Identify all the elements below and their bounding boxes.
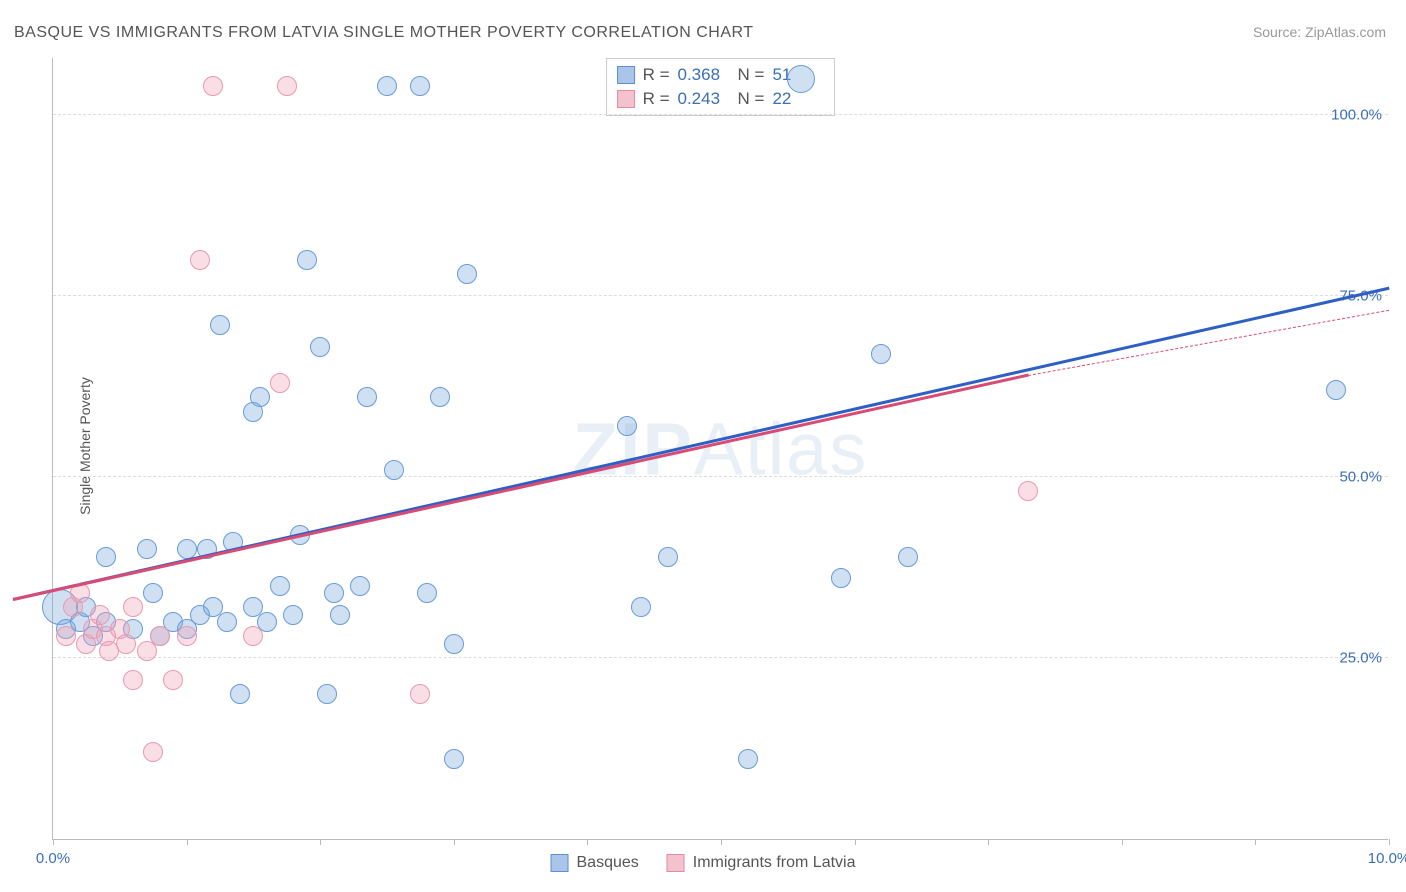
data-point [410,684,430,704]
data-point [210,315,230,335]
data-point [444,749,464,769]
data-point [871,344,891,364]
data-point [430,387,450,407]
data-point [617,416,637,436]
data-point [143,583,163,603]
data-point [631,597,651,617]
legend-swatch [617,66,635,84]
data-point [350,576,370,596]
trend-line [13,373,1029,600]
x-tick [721,839,722,845]
legend-swatch [617,90,635,108]
data-point [831,568,851,588]
data-point [250,387,270,407]
data-point [96,547,116,567]
data-point [116,634,136,654]
data-point [230,684,250,704]
data-point [898,547,918,567]
x-tick [1255,839,1256,845]
n-label: N = [738,65,765,85]
data-point [123,597,143,617]
gridline [53,476,1388,477]
legend-item: Immigrants from Latvia [667,854,856,872]
data-point [377,76,397,96]
r-label: R = [643,65,670,85]
r-value: 0.368 [678,65,730,85]
data-point [270,373,290,393]
legend-item: Basques [551,854,639,872]
data-point [317,684,337,704]
x-tick [855,839,856,845]
data-point [270,576,290,596]
source-attribution: Source: ZipAtlas.com [1253,24,1386,40]
watermark-atlas: Atlas [694,407,869,490]
series-legend: Basques Immigrants from Latvia [551,854,856,872]
data-point [444,634,464,654]
data-point [738,749,758,769]
data-point [137,539,157,559]
trend-line-dashed [1028,309,1389,375]
n-label: N = [738,89,765,109]
data-point [384,460,404,480]
data-point [190,250,210,270]
y-tick-label: 50.0% [1339,468,1382,485]
data-point [787,65,815,93]
data-point [324,583,344,603]
data-point [310,337,330,357]
data-point [56,626,76,646]
chart-title: BASQUE VS IMMIGRANTS FROM LATVIA SINGLE … [14,24,754,42]
x-tick-label: 0.0% [36,850,70,867]
data-point [1018,481,1038,501]
x-tick [320,839,321,845]
x-tick [454,839,455,845]
data-point [357,387,377,407]
x-tick [1122,839,1123,845]
x-tick [587,839,588,845]
data-point [457,264,477,284]
gridline [53,657,1388,658]
data-point [330,605,350,625]
r-value: 0.243 [678,89,730,109]
x-tick [187,839,188,845]
data-point [177,626,197,646]
data-point [90,605,110,625]
x-tick [1389,839,1390,845]
legend-label: Immigrants from Latvia [693,854,856,872]
data-point [417,583,437,603]
data-point [243,626,263,646]
data-point [203,76,223,96]
y-tick-label: 25.0% [1339,649,1382,666]
data-point [658,547,678,567]
legend-label: Basques [577,854,639,872]
x-tick [988,839,989,845]
data-point [143,742,163,762]
scatter-chart: ZIPAtlas R =0.368N =51R =0.243N =22 25.0… [52,58,1388,840]
data-point [1326,380,1346,400]
x-tick-label: 10.0% [1368,850,1406,867]
data-point [297,250,317,270]
x-tick [53,839,54,845]
data-point [283,605,303,625]
data-point [150,626,170,646]
gridline [53,295,1388,296]
legend-swatch [667,854,685,872]
data-point [123,670,143,690]
gridline [53,114,1388,115]
legend-swatch [551,854,569,872]
r-label: R = [643,89,670,109]
y-tick-label: 100.0% [1331,106,1382,123]
data-point [410,76,430,96]
data-point [217,612,237,632]
data-point [277,76,297,96]
data-point [163,670,183,690]
